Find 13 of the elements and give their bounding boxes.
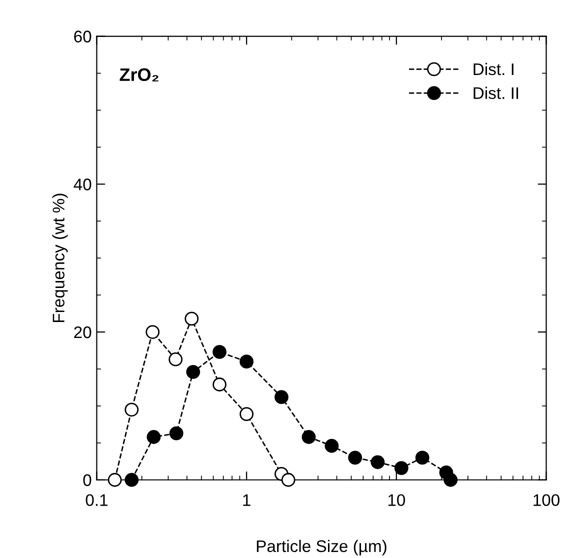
x-tick-label: 0.1 [86,494,108,506]
y-tick-label: 40 [74,178,92,190]
y-tick-label: 0 [83,474,92,486]
x-tick-label: 100 [534,494,560,506]
x-tick-label: 10 [388,494,406,506]
x-axis-title: Particle Size (µm) [256,540,386,556]
legend-label: Dist. I [474,62,514,76]
x-tick-label: 1 [243,494,250,506]
y-axis-title: Frequency (wt %) [52,194,68,322]
legend-label: Dist. II [474,86,518,100]
y-tick-label: 20 [74,326,92,338]
annotation: ZrO₂ [120,68,158,82]
y-tick-label: 60 [74,30,92,42]
